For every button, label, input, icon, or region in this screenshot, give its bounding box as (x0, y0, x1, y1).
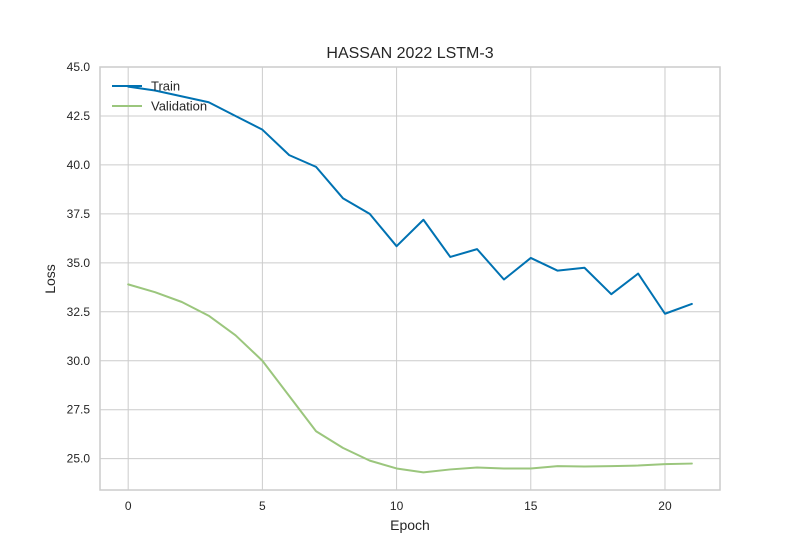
plot-area (99, 66, 721, 491)
y-tick-label: 32.5 (67, 305, 91, 319)
y-tick-label: 45.0 (67, 60, 91, 74)
series-line-train (127, 85, 693, 315)
x-tick-label: 5 (259, 499, 266, 513)
x-tick-label: 15 (524, 499, 538, 513)
tick-labels: 0 5 10 15 20 25.0 27.5 30.0 32.5 35.0 37.5 40.0 42.5… (67, 60, 672, 513)
legend-label-validation: Validation (151, 99, 207, 114)
x-axis-label: Epoch (390, 517, 430, 533)
x-tick-label: 10 (390, 499, 404, 513)
y-tick-label: 30.0 (67, 354, 91, 368)
legend-label-train: Train (151, 79, 180, 94)
chart-title: HASSAN 2022 LSTM-3 (326, 45, 493, 62)
y-tick-label: 42.5 (67, 109, 91, 123)
y-tick-label: 40.0 (67, 158, 91, 172)
y-tick-label: 37.5 (67, 207, 91, 221)
y-tick-label: 27.5 (67, 403, 91, 417)
series-line-validation (127, 283, 693, 474)
y-tick-label: 25.0 (67, 452, 91, 466)
y-axis-label: Loss (42, 264, 58, 294)
legend: Train Validation (112, 79, 207, 114)
x-tick-label: 20 (658, 499, 672, 513)
x-tick-label: 0 (125, 499, 132, 513)
series-layer (127, 85, 693, 474)
y-tick-label: 35.0 (67, 256, 91, 270)
